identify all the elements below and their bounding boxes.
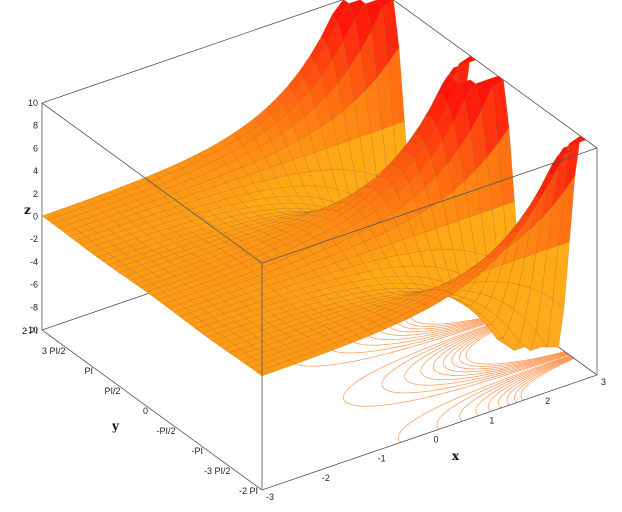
plot-box-front	[41, 102, 598, 491]
y-tick-label: -2 PI	[239, 486, 258, 496]
z-tick-label: 8	[33, 121, 38, 131]
z-tick-label: -10	[25, 325, 38, 335]
y-tick-label: 2 PI	[22, 326, 38, 336]
box-edge	[41, 102, 263, 264]
box-edge	[392, 0, 598, 149]
box-edge	[261, 147, 598, 264]
x-tick-label: 3	[601, 377, 606, 387]
x-tick-label: 2	[545, 396, 550, 406]
box-edge	[261, 374, 598, 491]
y-tick-label: PI/2	[104, 386, 120, 396]
z-tick-label: 6	[33, 143, 38, 153]
x-tick-label: -2	[322, 473, 330, 483]
z-tick-label: -6	[30, 280, 38, 290]
z-tick-label: -8	[30, 302, 38, 312]
z-tick-label: -4	[30, 257, 38, 267]
y-tick-label: -PI/2	[156, 426, 175, 436]
x-tick-label: 0	[434, 435, 439, 445]
box-edge	[41, 0, 344, 104]
y-tick-label: 0	[143, 406, 148, 416]
y-tick-label: -PI	[191, 446, 203, 456]
z-tick-label: 10	[28, 98, 38, 108]
x-tick-label: 1	[489, 415, 494, 425]
y-axis-label: y	[111, 419, 120, 433]
x-axis-label: x	[452, 449, 460, 463]
y-tick-label: 3 PI/2	[42, 346, 66, 356]
z-tick-label: 4	[33, 166, 38, 176]
box-edge	[41, 329, 263, 491]
z-axis-label: z	[24, 203, 31, 217]
z-tick-label: -2	[30, 234, 38, 244]
x-tick-label: -3	[266, 492, 274, 502]
y-tick-label: PI	[84, 366, 93, 376]
x-tick-label: -1	[378, 454, 386, 464]
y-tick-label: -3 PI/2	[204, 466, 231, 476]
surface-mesh	[41, 0, 587, 377]
z-tick-label: 0	[33, 212, 38, 222]
z-tick-label: 2	[33, 189, 38, 199]
